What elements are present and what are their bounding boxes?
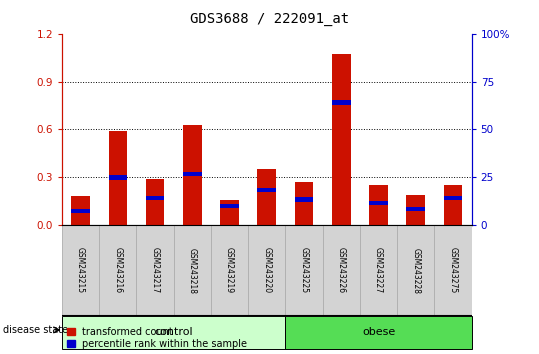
Text: GSM243227: GSM243227 [374, 247, 383, 293]
Bar [286, 316, 472, 349]
Bar [360, 225, 397, 316]
Bar [295, 182, 313, 225]
Bar [258, 169, 276, 225]
Bar [136, 225, 174, 316]
Bar [183, 125, 202, 225]
Text: GSM243217: GSM243217 [150, 247, 160, 293]
Text: GSM243218: GSM243218 [188, 247, 197, 293]
Bar [62, 316, 286, 349]
Text: GSM243226: GSM243226 [337, 247, 346, 293]
Bar [211, 225, 248, 316]
Text: GSM243228: GSM243228 [411, 247, 420, 293]
Text: GSM243225: GSM243225 [300, 247, 308, 293]
Text: GSM243275: GSM243275 [448, 247, 458, 294]
Bar [220, 204, 239, 208]
Bar [99, 225, 136, 316]
Bar [434, 225, 472, 316]
Legend: transformed count, percentile rank within the sample: transformed count, percentile rank withi… [67, 327, 247, 349]
Bar [323, 225, 360, 316]
Bar [248, 225, 286, 316]
Bar [146, 179, 164, 225]
Text: GSM243220: GSM243220 [262, 247, 271, 293]
Text: control: control [154, 327, 193, 337]
Bar [108, 175, 127, 179]
Bar [62, 225, 99, 316]
Bar [71, 196, 90, 225]
Bar [286, 225, 323, 316]
Bar [444, 185, 462, 225]
Bar [332, 55, 350, 225]
Bar [332, 100, 350, 104]
Text: GSM243216: GSM243216 [113, 247, 122, 293]
Bar [108, 131, 127, 225]
Text: obese: obese [362, 327, 395, 337]
Bar [444, 196, 462, 200]
Bar [295, 198, 313, 202]
Bar [258, 188, 276, 192]
Text: GDS3688 / 222091_at: GDS3688 / 222091_at [190, 12, 349, 27]
Bar [174, 225, 211, 316]
Bar [369, 185, 388, 225]
Text: GSM243215: GSM243215 [76, 247, 85, 293]
Bar [146, 196, 164, 200]
Bar [406, 195, 425, 225]
Bar [183, 172, 202, 176]
Text: disease state: disease state [3, 325, 68, 335]
Bar [397, 225, 434, 316]
Bar [71, 209, 90, 213]
Bar [369, 201, 388, 205]
Bar [220, 200, 239, 225]
Bar [406, 207, 425, 211]
Text: GSM243219: GSM243219 [225, 247, 234, 293]
